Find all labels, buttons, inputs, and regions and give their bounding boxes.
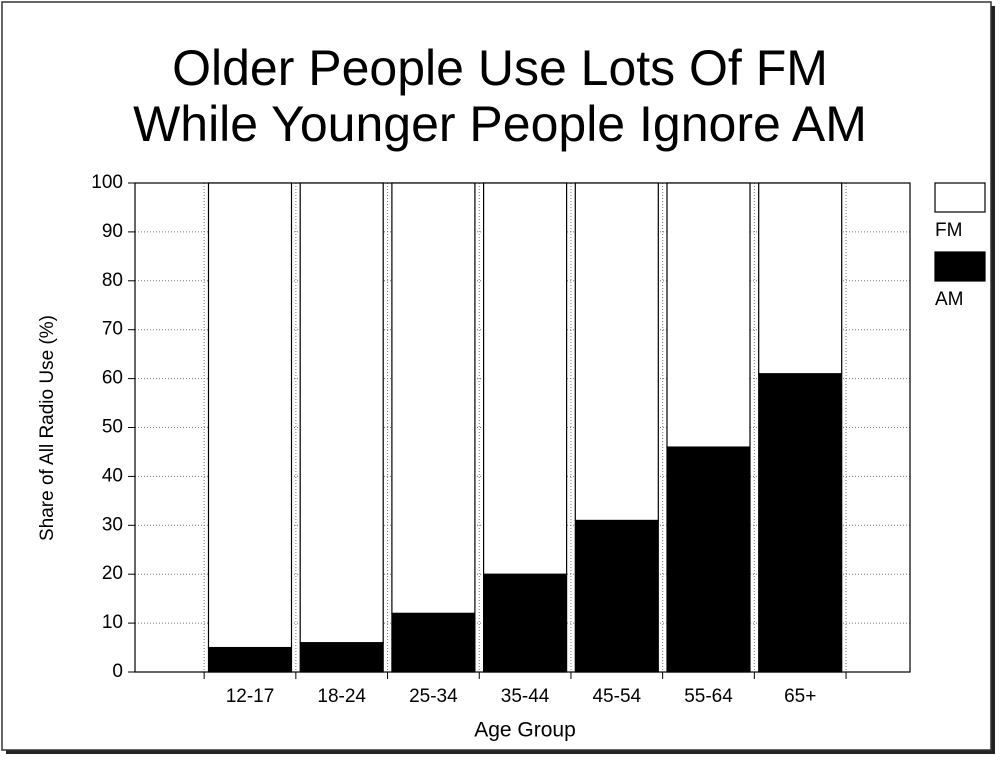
y-axis-label: Share of All Radio Use (%): [37, 315, 58, 541]
x-tick-label: 25-34: [409, 686, 458, 707]
x-tick-label: 35-44: [501, 686, 550, 707]
legend-label: FM: [935, 220, 962, 241]
bar-segment: [391, 612, 476, 673]
x-tick-label: 65+: [784, 686, 816, 707]
legend-label: AM: [935, 289, 964, 310]
bar-segment: [207, 182, 293, 649]
legend-swatch: [934, 251, 986, 282]
y-tick-label: 100: [91, 172, 123, 193]
bar-segment: [758, 373, 843, 673]
bar-segment: [299, 182, 384, 644]
x-tick-label: 55-64: [684, 686, 733, 707]
y-tick-label: 40: [102, 465, 123, 486]
y-tick-label: 90: [102, 221, 123, 242]
chart-title: Older People Use Lots Of FM: [172, 40, 828, 96]
y-tick-label: 60: [102, 368, 123, 389]
x-axis-label: Age Group: [474, 719, 576, 742]
x-tick-label: 45-54: [592, 686, 641, 707]
y-tick-label: 20: [102, 563, 123, 584]
bar-segment: [483, 573, 568, 673]
x-tick-label: 12-17: [226, 686, 275, 707]
bar-segment: [666, 446, 751, 673]
bar-segment: [299, 642, 384, 673]
x-tick-label: 18-24: [317, 686, 366, 707]
bar-segment: [666, 182, 751, 448]
bar-segment: [483, 182, 568, 575]
bar-segment: [574, 182, 659, 522]
bar-segment: [574, 519, 659, 673]
y-tick-label: 50: [102, 417, 123, 438]
y-tick-label: 0: [112, 661, 123, 682]
y-tick-label: 80: [102, 270, 123, 291]
y-tick-label: 70: [102, 319, 123, 340]
bar-segment: [758, 182, 843, 375]
chart-subtitle: While Younger People Ignore AM: [133, 96, 867, 152]
y-tick-label: 30: [102, 514, 123, 535]
legend-swatch: [934, 182, 986, 213]
bar-segment: [207, 646, 293, 673]
y-tick-label: 10: [102, 612, 123, 633]
bar-segment: [391, 182, 476, 614]
